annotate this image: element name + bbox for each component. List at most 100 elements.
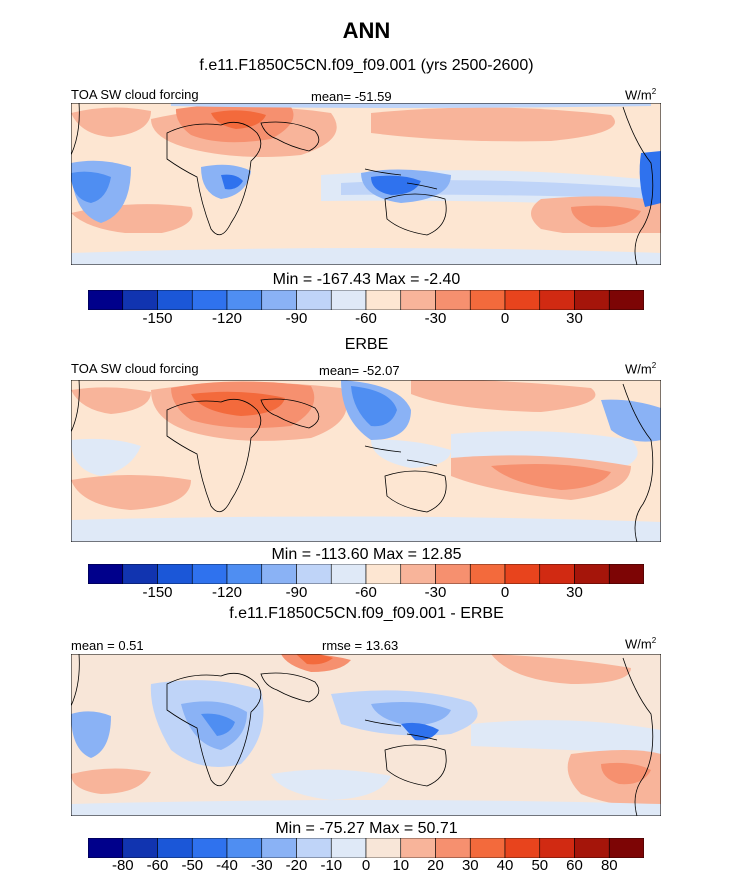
colorbar-2-swatch-2 (157, 564, 193, 584)
panel-3-rmse-label: rmse = 13.63 (322, 638, 399, 653)
panel-2-field-patches (71, 380, 661, 542)
colorbar-1-swatch-2 (157, 290, 193, 310)
colorbar-3-swatch-11 (469, 838, 506, 858)
colorbar-3-tick-label: 0 (361, 857, 371, 874)
colorbar-3-tick-label: -50 (181, 857, 204, 874)
panel-1-colorbar (88, 290, 644, 310)
colorbar-3-swatch-0 (88, 838, 124, 858)
colorbar-3-swatch-10 (435, 838, 471, 858)
panel-3-colorbar-ticks: -80 -60 -50 -40 -30 -20 -10 0 10 20 30 40 50 60 80 (88, 857, 644, 875)
colorbar-2-swatch-8 (365, 564, 402, 584)
panel-2-mean-label: mean= -52.07 (319, 363, 400, 378)
panel-3-title: f.e11.F1850C5CN.f09_f09.001 - ERBE (229, 605, 504, 622)
panel-2-coastlines (71, 380, 654, 542)
colorbar-3-tick-label: -20 (285, 857, 308, 874)
colorbar-3-swatch-3 (191, 838, 228, 858)
colorbar-1-swatch-7 (330, 290, 367, 310)
colorbar-2-swatch-6 (296, 564, 332, 584)
colorbar-1-tick-label: -30 (424, 310, 447, 327)
panel-1-colorbar-ticks: -150 -120 -90 -60 -30 0 30 (88, 310, 644, 328)
panel-3-units: W/m2 (625, 636, 657, 652)
panel-2-colorbar-ticks: -150 -120 -90 -60 -30 0 30 (88, 584, 644, 602)
colorbar-1-tick-label: -90 (285, 310, 308, 327)
colorbar-3-tick-label: 50 (531, 857, 549, 874)
colorbar-2-swatch-10 (435, 564, 471, 584)
colorbar-2-tick-label: -90 (285, 584, 308, 601)
colorbar-2-swatch-5 (261, 564, 297, 584)
panel-3-min-max: Min = -75.27 Max = 50.71 (275, 820, 458, 837)
panel-2-map (71, 380, 661, 542)
colorbar-3-tick-label: 30 (461, 857, 479, 874)
panel-2-min-max: Min = -113.60 Max = 12.85 (271, 546, 462, 563)
colorbar-2-swatch-14 (574, 564, 610, 584)
panel-3-field-patches (71, 654, 661, 816)
colorbar-2-tick-label: 30 (566, 584, 583, 601)
colorbar-1-tick-label: 30 (566, 310, 583, 327)
panel-2-colorbar (88, 564, 644, 584)
panel-1-field-label: TOA SW cloud forcing (71, 87, 199, 102)
colorbar-1-swatch-4 (226, 290, 263, 310)
colorbar-1-swatch-8 (365, 290, 402, 310)
panel-1-field-patches (71, 103, 661, 265)
colorbar-1-tick-label: -150 (142, 310, 173, 327)
colorbar-1-swatch-0 (88, 290, 124, 310)
colorbar-2-swatch-11 (469, 564, 506, 584)
panel-1-units: W/m2 (625, 87, 657, 103)
colorbar-3-tick-label: -10 (320, 857, 343, 874)
colorbar-3-swatch-15 (608, 838, 644, 858)
colorbar-1-swatch-9 (400, 290, 436, 310)
colorbar-1-swatch-6 (296, 290, 332, 310)
panel-3-coastlines (71, 654, 654, 816)
colorbar-2-swatch-12 (504, 564, 541, 584)
colorbar-2-swatch-0 (88, 564, 124, 584)
panel-2-units: W/m2 (625, 361, 657, 377)
colorbar-3-swatch-14 (574, 838, 610, 858)
colorbar-3-swatch-9 (400, 838, 436, 858)
colorbar-1-swatch-14 (574, 290, 610, 310)
colorbar-3-swatch-4 (226, 838, 263, 858)
panel-1-mean-label: mean= -51.59 (311, 89, 392, 104)
colorbar-1-swatch-5 (261, 290, 297, 310)
colorbar-2-tick-label: -30 (424, 584, 447, 601)
colorbar-2-tick-label: 0 (500, 584, 510, 601)
colorbar-1-swatch-11 (469, 290, 506, 310)
colorbar-1-swatch-15 (608, 290, 644, 310)
panel-2-field-label: TOA SW cloud forcing (71, 361, 199, 376)
colorbar-3-tick-label: 10 (392, 857, 410, 874)
panel-3-map (71, 654, 661, 816)
colorbar-2-swatch-15 (608, 564, 644, 584)
colorbar-3-swatch-6 (296, 838, 332, 858)
page-title: ANN (342, 18, 391, 43)
colorbar-3-swatch-1 (122, 838, 158, 858)
colorbar-1-swatch-12 (504, 290, 541, 310)
colorbar-2-tick-label: -150 (142, 584, 173, 601)
colorbar-2-tick-label: -120 (211, 584, 243, 601)
colorbar-1-tick-label: -120 (211, 310, 243, 327)
colorbar-3-swatch-2 (157, 838, 193, 858)
colorbar-3-tick-label: -40 (216, 857, 238, 874)
colorbar-1-tick-label: -60 (355, 310, 377, 327)
colorbar-1-swatch-1 (122, 290, 158, 310)
colorbar-2-swatch-9 (400, 564, 436, 584)
panel-2-title: ERBE (344, 336, 389, 353)
colorbar-3-tick-label: 20 (427, 857, 444, 874)
colorbar-3-tick-label: 80 (600, 857, 618, 874)
colorbar-2-tick-label: -60 (355, 584, 377, 601)
colorbar-3-swatch-13 (539, 838, 575, 858)
colorbar-2-swatch-13 (539, 564, 575, 584)
colorbar-2-swatch-3 (191, 564, 228, 584)
colorbar-3-tick-label: -80 (111, 857, 134, 874)
colorbar-3-swatch-5 (261, 838, 297, 858)
colorbar-3-swatch-7 (330, 838, 367, 858)
panel-1-coastlines (71, 103, 654, 265)
colorbar-3-swatch-12 (504, 838, 541, 858)
panel-1-min-max: Min = -167.43 Max = -2.40 (272, 271, 461, 288)
panel-1-map (71, 103, 661, 265)
colorbar-2-swatch-4 (226, 564, 263, 584)
colorbar-1-tick-label: 0 (500, 310, 510, 327)
colorbar-3-swatch-8 (365, 838, 402, 858)
colorbar-2-swatch-7 (330, 564, 367, 584)
panel-3-mean-label: mean = 0.51 (71, 638, 144, 653)
colorbar-1-swatch-3 (191, 290, 228, 310)
colorbar-1-swatch-10 (435, 290, 471, 310)
